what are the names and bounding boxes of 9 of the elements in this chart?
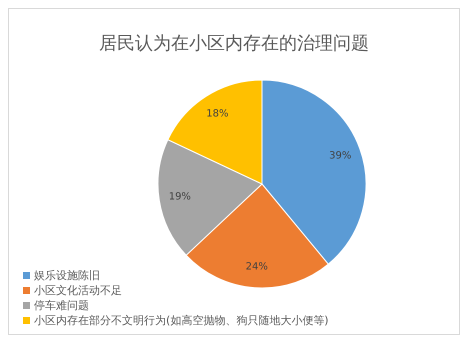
legend-label: 娱乐设施陈旧 <box>34 268 100 283</box>
chart-title: 居民认为在小区内存在的治理问题 <box>98 32 370 55</box>
data-label: 24% <box>246 262 268 273</box>
data-label: 18% <box>206 108 229 120</box>
legend-label: 小区内存在部分不文明行为(如高空抛物、狗只随地大小便等) <box>34 313 329 328</box>
legend-label: 小区文化活动不足 <box>34 283 122 298</box>
legend-label: 停车难问题 <box>34 298 89 313</box>
data-label: 19% <box>168 192 191 203</box>
data-label: 39% <box>329 150 352 162</box>
